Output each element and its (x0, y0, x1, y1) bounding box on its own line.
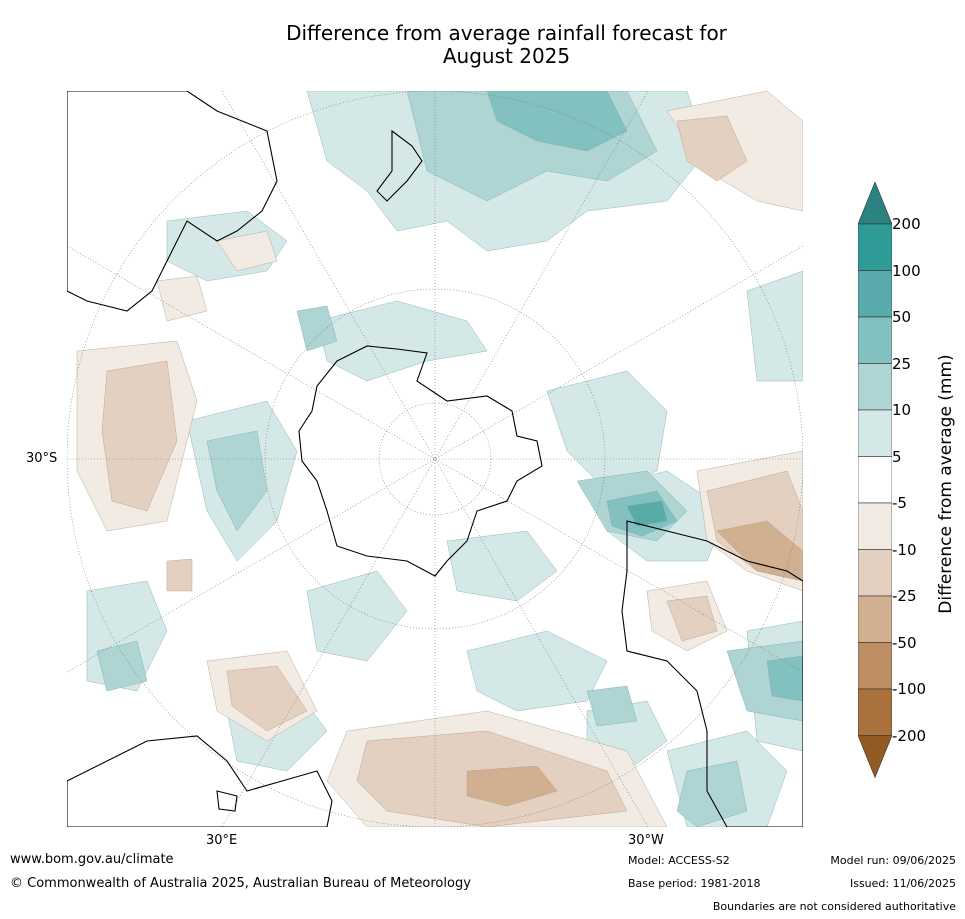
footer-model-run: Model run: 09/06/2025 (830, 854, 956, 867)
colorbar (858, 182, 892, 779)
rainfall-map (67, 91, 803, 827)
latitude-label-30s: 30°S (26, 451, 58, 466)
colorbar-segment (858, 688, 892, 736)
footer-copyright: © Commonwealth of Australia 2025, Austra… (10, 876, 471, 891)
tasmania-coast (216, 790, 238, 812)
colorbar-segment (858, 549, 892, 597)
colorbar-tick-label: -100 (892, 680, 927, 698)
colorbar-tick-label: -200 (892, 726, 927, 745)
anomaly-fill-wet (86, 91, 803, 827)
colorbar-extend-top (858, 182, 892, 225)
australia-coast (67, 735, 333, 827)
colorbar-tick-label: -5 (892, 494, 907, 512)
antarctica-coast (298, 345, 543, 577)
colorbar-segment (858, 642, 892, 690)
colorbar-segment (858, 595, 892, 643)
colorbar-segments (858, 182, 892, 779)
colorbar-tick-label: 100 (892, 261, 921, 280)
coastlines (67, 91, 803, 827)
colorbar-tick-label: 25 (892, 354, 912, 373)
colorbar-segment (858, 363, 892, 411)
colorbar-tick-label: 200 (892, 215, 921, 233)
title-line-2: August 2025 (442, 44, 571, 68)
colorbar-segment (858, 409, 892, 457)
south-america-coast (621, 520, 803, 827)
title-line-1: Difference from average rainfall forecas… (286, 21, 727, 45)
colorbar-segment (858, 316, 892, 364)
longitude-label-30e: 30°E (206, 833, 238, 848)
longitude-label-30w: 30°W (628, 833, 664, 848)
colorbar-tick-label: 10 (892, 401, 912, 419)
map-canvas (67, 91, 803, 827)
new-zealand-coast (376, 129, 423, 202)
footer-url: www.bom.gov.au/climate (10, 852, 174, 867)
colorbar-tick-label: -10 (892, 540, 917, 559)
map-title: Difference from average rainfall forecas… (0, 22, 965, 68)
colorbar-segment (858, 502, 892, 550)
colorbar-segment (858, 223, 892, 271)
colorbar-extend-bottom (858, 735, 892, 779)
footer-issued: Issued: 11/06/2025 (849, 877, 956, 890)
colorbar-tick-label: -50 (892, 633, 917, 652)
footer-model: Model: ACCESS-S2 (628, 854, 730, 867)
colorbar-tick-label: 5 (892, 447, 902, 466)
footer-base-period: Base period: 1981-2018 (628, 877, 761, 890)
footer-disclaimer: Boundaries are not considered authoritat… (712, 900, 956, 913)
colorbar-segment (858, 270, 892, 318)
anomaly-fill-dry (76, 91, 803, 827)
colorbar-tick-label: -25 (892, 587, 917, 605)
southern-africa-coast (67, 91, 278, 312)
colorbar-tick-label: 50 (892, 308, 912, 326)
colorbar-segment (858, 456, 892, 504)
graticule (67, 91, 803, 827)
colorbar-label: Difference from average (mm) (936, 354, 956, 614)
